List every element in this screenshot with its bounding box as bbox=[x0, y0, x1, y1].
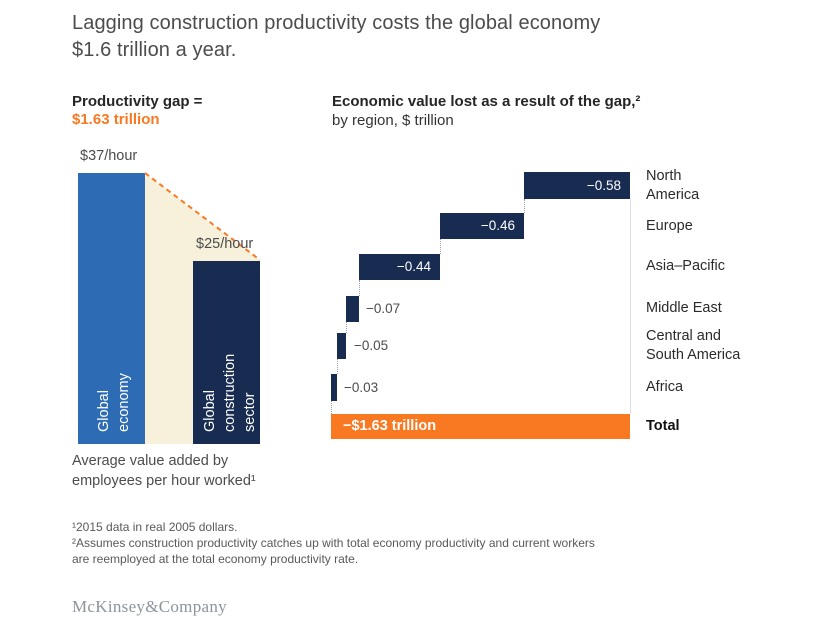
waterfall-bar-asia-pacific: −0.44 bbox=[359, 254, 440, 280]
region-label-total: Total bbox=[646, 418, 680, 434]
waterfall-bar-africa bbox=[331, 374, 337, 401]
global-economy-bar bbox=[78, 173, 145, 444]
waterfall-bar-north-america: −0.58 bbox=[524, 172, 630, 199]
bar-value-africa: −0.03 bbox=[344, 380, 379, 395]
region-label-asia-pacific: Asia–Pacific bbox=[646, 258, 725, 274]
productivity-gap-chart bbox=[78, 172, 261, 444]
bar1-label: Global economy bbox=[96, 373, 132, 432]
bar-value: −0.58 bbox=[586, 178, 621, 193]
bar2-label: Global construction sector bbox=[202, 353, 258, 432]
connector-line bbox=[440, 239, 441, 254]
bar-value: −0.44 bbox=[396, 259, 431, 274]
region-label-central-south-america: Central and South America bbox=[646, 328, 741, 363]
waterfall-bar-middle-east bbox=[346, 296, 359, 322]
chart-right-axis-line bbox=[630, 199, 631, 414]
right-chart-heading-sub: by region, $ trillion bbox=[332, 112, 454, 129]
bar-value-central-south-america: −0.05 bbox=[354, 338, 389, 353]
region-label-middle-east: Middle East bbox=[646, 300, 722, 316]
region-label-north-america: North America bbox=[646, 168, 700, 203]
right-chart-heading: Economic value lost as a result of the g… bbox=[332, 93, 641, 110]
construction-sector-bar bbox=[193, 261, 260, 444]
connector-line bbox=[359, 280, 360, 296]
connector-line bbox=[337, 359, 338, 374]
region-label-africa: Africa bbox=[646, 379, 684, 395]
waterfall-bar-total: −$1.63 trillion bbox=[331, 414, 630, 439]
footnotes: ¹2015 data in real 2005 dollars. ²Assume… bbox=[72, 520, 595, 566]
left-chart-caption: Average value added by employees per hou… bbox=[72, 453, 256, 489]
connector-line bbox=[331, 401, 332, 414]
region-label-europe: Europe bbox=[646, 218, 693, 234]
bar-value: −0.46 bbox=[480, 218, 515, 233]
left-chart-heading-value: $1.63 trillion bbox=[72, 111, 160, 128]
bar1-value-label: $37/hour bbox=[80, 148, 138, 164]
page-title: Lagging construction productivity costs … bbox=[72, 12, 601, 61]
waterfall-bar-europe: −0.46 bbox=[440, 213, 524, 239]
waterfall-bar-central-south-america bbox=[337, 333, 346, 359]
mckinsey-logo: McKinsey&Company bbox=[72, 597, 227, 616]
left-chart-heading: Productivity gap = bbox=[72, 93, 203, 110]
gap-dashed-line bbox=[144, 172, 261, 261]
connector-line bbox=[346, 322, 347, 333]
connector-line bbox=[524, 199, 525, 213]
bar-value-middle-east: −0.07 bbox=[366, 301, 401, 316]
total-bar-value: −$1.63 trillion bbox=[343, 418, 437, 434]
bar2-value-label: $25/hour bbox=[196, 236, 254, 252]
